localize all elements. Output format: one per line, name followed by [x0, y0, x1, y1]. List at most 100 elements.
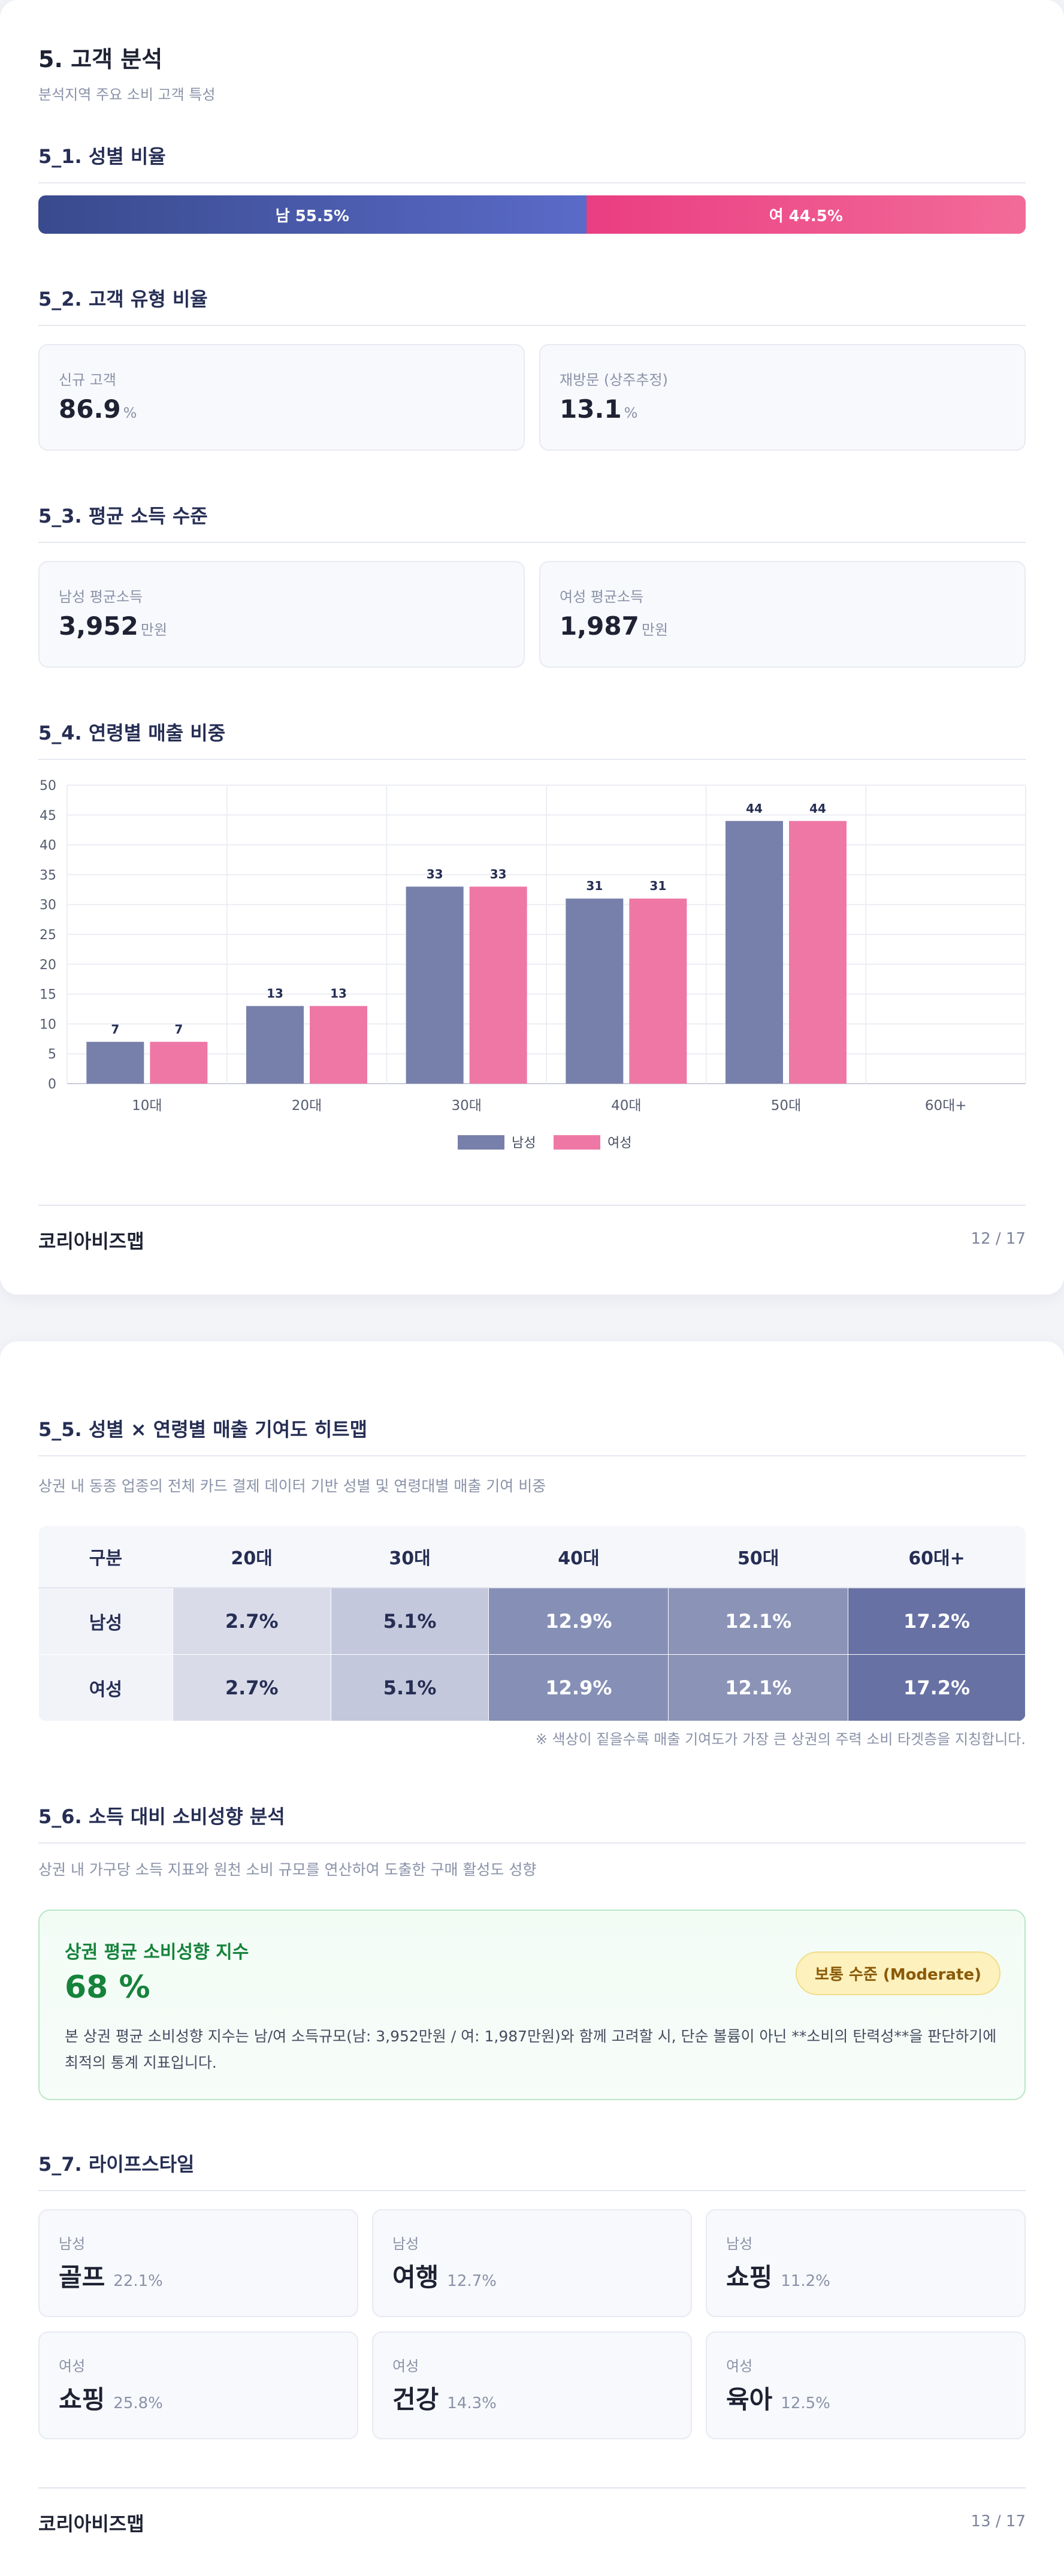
heatmap-row-label: 여성 — [38, 1654, 173, 1721]
propensity-value: 68 % — [65, 1969, 150, 2005]
x-tick-label: 20대 — [292, 1098, 322, 1114]
x-tick-label: 40대 — [611, 1098, 641, 1114]
bar — [789, 821, 847, 1084]
y-tick-label: 20 — [40, 958, 56, 973]
section-heading-gender: 5_1. 성별 비율 — [38, 141, 1026, 183]
bar-data-label: 7 — [174, 1022, 183, 1036]
lifestyle-gender: 여성 — [726, 2358, 753, 2375]
heatmap-cell: 5.1% — [330, 1654, 489, 1721]
gender-age-heatmap: 구분 20대 30대 40대 50대 60대+ 남성 2.7% 5.1% 12.… — [38, 1526, 1026, 1721]
bar — [566, 898, 624, 1084]
heatmap-cell: 5.1% — [330, 1587, 489, 1655]
bar — [469, 886, 527, 1084]
card-label: 여성 평균소득 — [560, 589, 644, 605]
bar-data-label: 44 — [746, 801, 763, 816]
bar — [406, 886, 464, 1084]
lifestyle-value: 골프 22.1% — [59, 2263, 163, 2292]
bar-data-label: 33 — [427, 867, 443, 881]
card-value: 86.9% — [59, 394, 137, 424]
heatmap-header: 구분 — [38, 1526, 173, 1588]
bar-data-label: 7 — [111, 1022, 119, 1036]
page-number: 12 / 17 — [971, 1230, 1026, 1248]
heatmap-cell: 17.2% — [848, 1654, 1026, 1721]
bar-data-label: 31 — [649, 879, 666, 893]
propensity-box-title: 상권 평균 소비성향 지수 — [65, 1942, 249, 1963]
x-tick-label: 10대 — [132, 1098, 162, 1114]
lifestyle-card: 남성 쇼핑 11.2% — [706, 2209, 1026, 2317]
heatmap-header: 40대 — [488, 1526, 669, 1588]
section-heading-income: 5_3. 평균 소득 수준 — [38, 501, 1026, 543]
x-tick-label: 50대 — [771, 1098, 801, 1114]
y-tick-label: 30 — [40, 898, 56, 913]
y-tick-label: 50 — [40, 779, 56, 794]
lifestyle-card: 남성 골프 22.1% — [38, 2209, 358, 2317]
propensity-index-box: 상권 평균 소비성향 지수 68 % 보통 수준 (Moderate) 본 상권… — [38, 1910, 1026, 2100]
y-tick-label: 40 — [40, 838, 56, 853]
heatmap-header-row: 구분 20대 30대 40대 50대 60대+ — [38, 1526, 1026, 1588]
card-label: 신규 고객 — [59, 372, 116, 388]
heatmap-row-male: 남성 2.7% 5.1% 12.9% 12.1% 17.2% — [38, 1587, 1026, 1655]
section-heading-lifestyle: 5_7. 라이프스타일 — [38, 2149, 1026, 2191]
age-sales-bar-chart: 0 5 10 15 20 25 30 35 40 45 50 7 7 10대 13 13 20대 33 33 30대 3… — [40, 779, 1026, 1151]
heatmap-description: 상권 내 동종 업종의 전체 카드 결제 데이터 기반 성별 및 연령대별 매출… — [38, 1477, 546, 1495]
bar-data-label: 44 — [809, 801, 826, 816]
bar — [150, 1042, 208, 1084]
lifestyle-gender: 여성 — [59, 2358, 86, 2375]
footer-divider — [38, 1205, 1026, 1206]
card-value: 3,952 만원 — [59, 611, 168, 641]
heatmap-header: 30대 — [331, 1526, 489, 1588]
page-title: 5. 고객 분석 — [38, 46, 163, 73]
x-tick-label: 30대 — [451, 1098, 481, 1114]
y-tick-label: 0 — [48, 1077, 56, 1092]
propensity-level-badge: 보통 수준 (Moderate) — [796, 1951, 1000, 1995]
legend-swatch — [458, 1135, 504, 1150]
heatmap-cell: 12.9% — [488, 1654, 669, 1721]
heatmap-header: 20대 — [173, 1526, 331, 1588]
propensity-explanation: 본 상권 평균 소비성향 지수는 남/여 소득규모(남: 3,952만원 / 여… — [65, 2028, 997, 2071]
footer-divider — [38, 2487, 1026, 2488]
section-heading-propensity: 5_6. 소득 대비 소비성향 분석 — [38, 1802, 1026, 1844]
heatmap-row-label: 남성 — [38, 1587, 173, 1655]
revisit-customer-card: 재방문 (상주추정) 13.1% — [539, 344, 1026, 451]
bar — [86, 1042, 144, 1084]
lifestyle-gender: 여성 — [392, 2358, 419, 2375]
lifestyle-gender: 남성 — [59, 2236, 86, 2252]
gender-bar-female: 여 44.5% — [586, 195, 1026, 234]
lifestyle-value: 건강 14.3% — [392, 2385, 497, 2414]
card-label: 남성 평균소득 — [59, 589, 143, 605]
bar — [246, 1006, 304, 1084]
card-value: 13.1% — [560, 394, 638, 424]
heatmap-row-female: 여성 2.7% 5.1% 12.9% 12.1% 17.2% — [38, 1654, 1026, 1721]
card-label: 재방문 (상주추정) — [560, 372, 668, 388]
bar-data-label: 13 — [267, 987, 283, 1001]
card-value: 1,987 만원 — [560, 611, 669, 641]
heatmap-cell: 2.7% — [172, 1587, 331, 1655]
gender-ratio-bar: 남 55.5% 여 44.5% — [38, 195, 1026, 234]
page-subtitle: 분석지역 주요 소비 고객 특성 — [38, 86, 216, 103]
legend-label: 여성 — [607, 1136, 631, 1151]
lifestyle-gender: 남성 — [392, 2236, 419, 2252]
lifestyle-card: 여성 육아 12.5% — [706, 2331, 1026, 2439]
heatmap-cell: 12.9% — [488, 1587, 669, 1655]
bar-data-label: 33 — [490, 867, 507, 881]
heatmap-cell: 2.7% — [172, 1654, 331, 1721]
x-tick-label: 60대+ — [925, 1098, 967, 1114]
lifestyle-card: 여성 쇼핑 25.8% — [38, 2331, 358, 2439]
gender-bar-male: 남 55.5% — [38, 195, 587, 234]
lifestyle-value: 여행 12.7% — [392, 2263, 497, 2292]
heatmap-note: ※ 색상이 짙을수록 매출 기여도가 가장 큰 상권의 주력 소비 타겟층을 지… — [535, 1731, 1026, 1748]
y-tick-label: 35 — [40, 868, 56, 883]
female-income-card: 여성 평균소득 1,987 만원 — [539, 561, 1026, 668]
heatmap-cell: 17.2% — [848, 1587, 1026, 1655]
lifestyle-gender: 남성 — [726, 2236, 753, 2252]
new-customer-card: 신규 고객 86.9% — [38, 344, 525, 451]
heatmap-header: 60대+ — [848, 1526, 1026, 1588]
bar — [629, 898, 687, 1084]
bar-data-label: 13 — [330, 987, 347, 1001]
y-tick-label: 45 — [40, 809, 56, 824]
y-tick-label: 10 — [40, 1017, 56, 1032]
heatmap-header: 50대 — [668, 1526, 848, 1588]
footer-brand: 코리아비즈맵 — [38, 2512, 144, 2535]
bar-data-label: 31 — [586, 879, 603, 893]
heatmap-cell: 12.1% — [668, 1587, 849, 1655]
